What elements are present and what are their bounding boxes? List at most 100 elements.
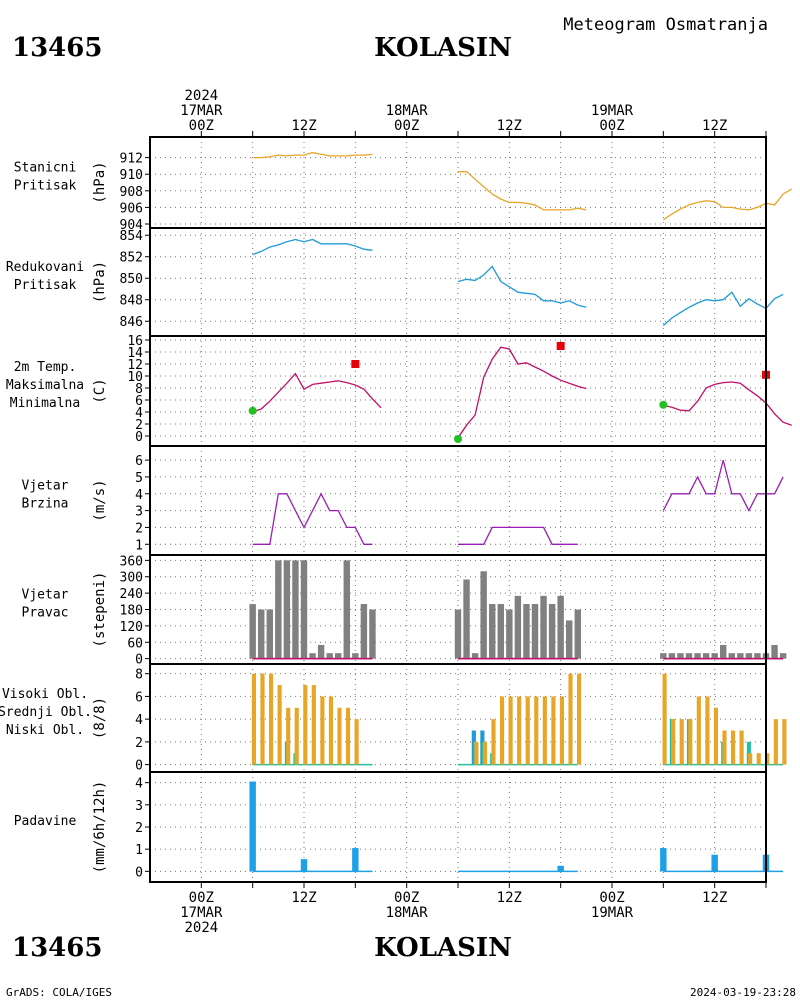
- cloud-bar: [688, 719, 693, 765]
- y-tick-label: 6: [135, 454, 143, 469]
- bar: [249, 781, 256, 872]
- y-tick-label: 846: [120, 315, 143, 330]
- cloud-bar: [679, 719, 684, 765]
- top-axis-label: 12Z: [702, 118, 727, 134]
- bar: [745, 653, 753, 659]
- top-axis-label: 00Z: [599, 118, 624, 134]
- bar: [531, 604, 539, 659]
- panel-label: Pritisak: [14, 179, 77, 194]
- cloud-bar: [328, 696, 334, 765]
- bottom-axis-label: 18MAR: [386, 905, 429, 921]
- bottom-axis-label: 12Z: [702, 890, 727, 906]
- bar: [369, 609, 376, 659]
- y-tick-label: 8: [135, 668, 143, 683]
- cloud-bar: [748, 753, 753, 765]
- y-tick-label: 854: [120, 229, 144, 244]
- bar: [702, 653, 710, 659]
- bar: [275, 560, 282, 659]
- y-tick-label: 60: [127, 636, 143, 651]
- panel-label: Pritisak: [14, 278, 77, 293]
- cloud-bar: [491, 719, 496, 765]
- bar: [566, 620, 573, 659]
- bottom-axis-label: 12Z: [497, 890, 522, 906]
- y-tick-label: 852: [120, 251, 143, 266]
- cloud-bar: [499, 696, 505, 765]
- temp-max-marker: [556, 342, 565, 350]
- y-tick-label: 1: [135, 843, 143, 858]
- panel-unit-label: (stepeni): [92, 572, 108, 648]
- cloud-bar: [294, 707, 299, 765]
- panel-unit-label: (hPa): [92, 261, 108, 303]
- station-name-bottom: KOLASIN: [374, 933, 512, 963]
- bar: [352, 848, 359, 872]
- y-tick-label: 910: [120, 168, 143, 183]
- bar: [454, 609, 462, 659]
- bar: [266, 609, 273, 659]
- y-tick-label: 6: [135, 394, 143, 409]
- temp-min-marker: [248, 406, 257, 415]
- bar: [471, 653, 479, 659]
- panel-unit-label: (m/s): [92, 479, 108, 521]
- panel-unit-label: (hPa): [92, 161, 108, 203]
- y-tick-label: 3: [135, 505, 143, 520]
- y-tick-label: 904: [120, 218, 144, 233]
- top-axis-label: 2024: [184, 88, 218, 104]
- bar: [497, 604, 504, 659]
- cloud-bar: [765, 753, 770, 765]
- y-tick-label: 2: [135, 418, 143, 433]
- panel-label: Stanicni: [14, 161, 77, 176]
- series-line: [458, 171, 587, 211]
- footer-timestamp: 2024-03-19-23:28: [690, 986, 796, 999]
- bottom-axis-label: 00Z: [599, 890, 624, 906]
- bar: [489, 604, 496, 659]
- bottom-axis-label: 00Z: [394, 890, 419, 906]
- series-line: [252, 151, 373, 159]
- y-tick-label: 10: [127, 370, 143, 385]
- bar: [771, 644, 778, 659]
- series-line: [252, 372, 382, 413]
- y-tick-label: 8: [135, 382, 143, 397]
- bar: [480, 571, 487, 659]
- temp-min-marker: [454, 435, 462, 443]
- series-line: [252, 492, 373, 545]
- cloud-bar: [671, 719, 676, 765]
- y-tick-label: 5: [135, 471, 143, 486]
- cloud-bar: [568, 673, 573, 765]
- y-tick-label: 848: [120, 294, 143, 309]
- y-tick-label: 1: [135, 538, 143, 553]
- top-axis-label: 00Z: [189, 118, 214, 134]
- cloud-bar: [773, 719, 778, 765]
- cloud-bar: [474, 741, 479, 765]
- series-line: [457, 346, 587, 439]
- cloud-bar: [251, 673, 257, 765]
- cloud-bar: [286, 707, 291, 765]
- y-tick-label: 180: [120, 604, 143, 619]
- bar: [300, 859, 308, 872]
- bar: [728, 653, 735, 659]
- panel-unit-label: (C): [92, 378, 108, 403]
- bar: [660, 848, 667, 872]
- bar: [249, 604, 256, 659]
- panel-label: Visoki Obl.: [2, 687, 88, 702]
- series-line: [662, 459, 784, 513]
- footer-credit: GrADS: COLA/IGES: [6, 986, 112, 999]
- cloud-bar: [696, 696, 701, 765]
- bar: [557, 595, 564, 659]
- panel-label: Vjetar: [22, 479, 69, 494]
- cloud-bar: [576, 673, 582, 765]
- cloud-bar: [508, 696, 513, 765]
- bar: [300, 560, 308, 659]
- top-axis-label: 00Z: [394, 118, 419, 134]
- y-tick-label: 0: [135, 430, 143, 445]
- y-tick-label: 912: [120, 152, 143, 167]
- y-tick-label: 4: [135, 713, 143, 728]
- cloud-bar: [337, 707, 342, 765]
- y-tick-label: 0: [135, 653, 143, 668]
- y-tick-label: 300: [120, 571, 143, 586]
- bar: [317, 644, 325, 659]
- y-tick-label: 360: [120, 554, 143, 569]
- cloud-bar: [713, 707, 719, 765]
- top-axis-label: 19MAR: [591, 103, 634, 119]
